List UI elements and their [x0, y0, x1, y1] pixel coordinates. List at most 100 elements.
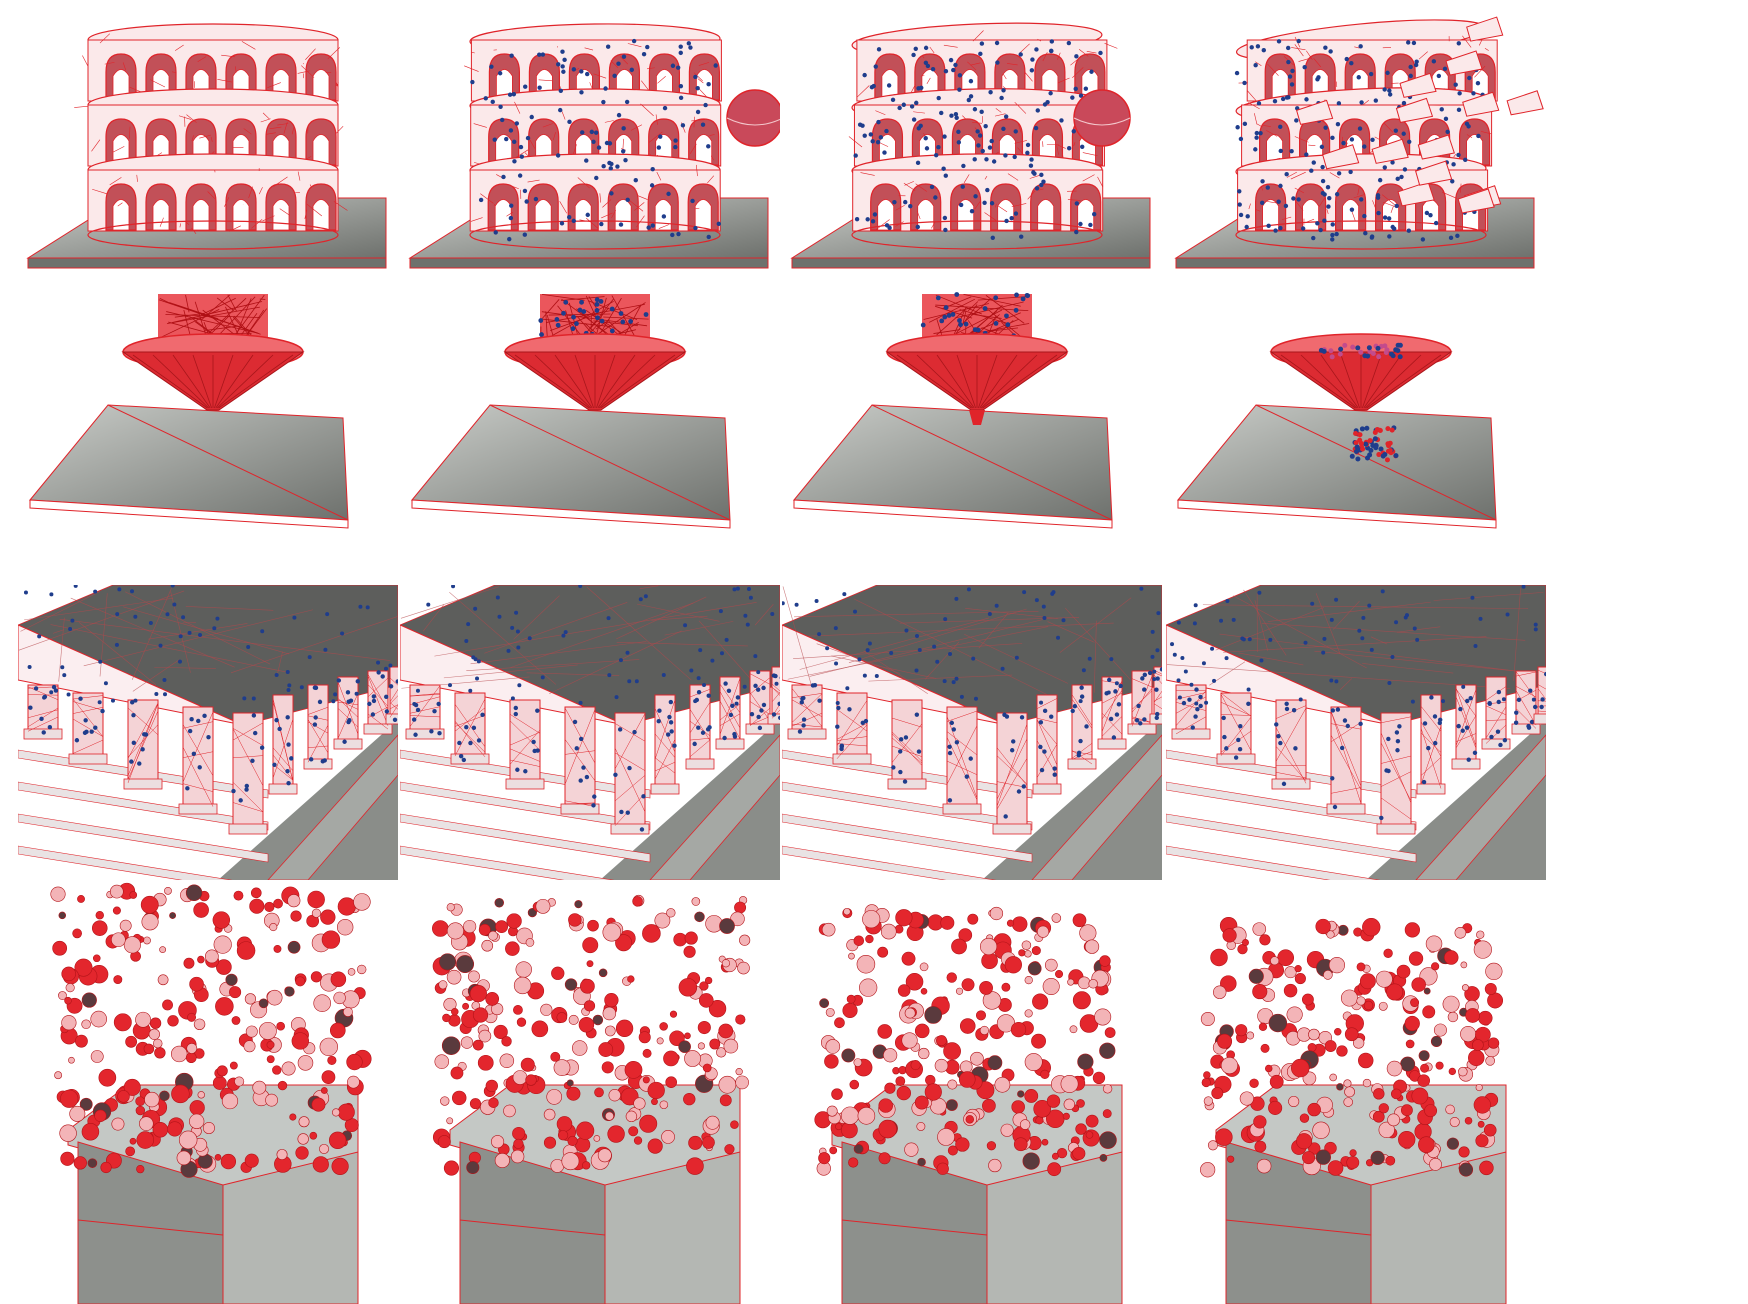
column-mesh-edge: [389, 688, 398, 703]
colosseum-arch-opening: [877, 199, 895, 231]
debris-particle: [895, 909, 913, 927]
debris-particle: [220, 1153, 237, 1170]
funnel-debris-particle: [1397, 354, 1403, 360]
constraint-marker: [1276, 199, 1281, 204]
constraint-marker: [977, 133, 983, 138]
mesh-edge: [895, 205, 905, 211]
debris-pile-particle: [1364, 425, 1370, 431]
mesh-edge: [171, 71, 176, 73]
constraint-marker: [710, 658, 715, 663]
debris-particle: [434, 1054, 450, 1069]
column-mesh-edge: [1220, 692, 1252, 717]
debris-particle: [1084, 939, 1100, 954]
constraint-marker: [493, 230, 498, 235]
column-mesh-edge: [1455, 696, 1477, 749]
column-mesh-edge: [1036, 717, 1058, 724]
constraint-marker: [1489, 734, 1494, 740]
mesh-edge: [962, 115, 967, 120]
debris-particle: [580, 978, 595, 994]
constraint-marker: [673, 144, 678, 150]
constraint-marker: [286, 780, 291, 786]
column-mesh-edge: [232, 782, 264, 813]
constraint-marker: [882, 150, 887, 155]
constraint-marker: [801, 723, 806, 728]
constraint-marker: [1246, 687, 1251, 692]
constraint-marker: [1039, 182, 1044, 188]
constraint-marker: [702, 683, 707, 688]
mesh-edge: [994, 203, 997, 208]
constraint-marker: [1225, 598, 1230, 603]
constraint-marker: [1190, 725, 1195, 730]
debris-particle: [604, 1025, 616, 1037]
column-mesh-edge: [232, 722, 264, 741]
column-mesh-edge: [1515, 708, 1537, 729]
column-mesh-edge: [1153, 703, 1162, 710]
constraint-marker: [649, 183, 655, 188]
constraint-marker: [162, 678, 167, 683]
constraint-marker: [1025, 142, 1031, 148]
column-mesh-edge: [1153, 696, 1162, 702]
constraint-marker: [1540, 697, 1545, 702]
constraint-marker: [695, 85, 700, 91]
debris-pile-particle: [1357, 432, 1363, 438]
debris-particle: [1418, 1050, 1430, 1062]
constraint-marker: [753, 654, 758, 659]
constraint-marker: [770, 611, 775, 616]
constraint-marker: [1183, 669, 1188, 674]
debris-particle: [1396, 964, 1411, 979]
mesh-edge: [235, 66, 237, 73]
roof-mesh-edge: [1315, 593, 1341, 654]
debris-particle: [451, 1008, 459, 1016]
debris-particle: [1307, 1102, 1321, 1117]
mesh-edge: [1294, 44, 1304, 57]
debris-particle: [982, 1098, 996, 1113]
constraint-marker: [609, 306, 615, 312]
roof-mesh-edge: [1223, 636, 1487, 653]
constraint-marker: [508, 128, 514, 133]
constraint-marker: [354, 691, 359, 696]
mesh-edge: [269, 126, 282, 130]
constraint-marker: [675, 65, 681, 70]
constraint-marker: [1330, 222, 1335, 227]
constraint-marker: [993, 295, 999, 301]
debris-particle: [1060, 1074, 1079, 1093]
roof-mesh-edge: [422, 604, 445, 632]
constraint-marker: [1083, 86, 1089, 91]
funnel-mesh-edge: [215, 354, 254, 409]
mesh-edge: [693, 72, 703, 82]
mesh-edge: [630, 124, 643, 131]
mesh-edge: [709, 134, 715, 136]
constraint-marker: [376, 670, 381, 675]
constraint-marker: [507, 92, 513, 97]
constraint-marker: [196, 718, 201, 724]
constraint-marker: [1320, 164, 1325, 170]
constraint-marker: [1323, 45, 1328, 50]
debris-particle: [959, 1060, 973, 1074]
constraint-marker: [292, 615, 297, 620]
debris-particle: [936, 1035, 947, 1047]
constraint-marker: [678, 83, 684, 89]
constraint-marker: [1404, 613, 1409, 618]
colosseum-frame-2: [400, 0, 780, 540]
debris-particle: [1301, 993, 1314, 1006]
column-mesh-edge: [1036, 743, 1058, 778]
roof-mesh-edge: [58, 617, 65, 682]
constraint-marker: [1152, 669, 1157, 674]
debris-particle: [834, 1017, 845, 1029]
debris-particle: [1336, 1083, 1344, 1091]
mesh-edge: [191, 227, 197, 234]
funnel-mesh-edge: [1320, 354, 1359, 409]
constraint-marker: [1390, 654, 1395, 659]
mesh-edge: [112, 146, 125, 153]
constraint-marker: [307, 655, 312, 660]
constraint-marker: [604, 140, 610, 146]
debris-particle: [446, 1117, 454, 1125]
debris-pile-particle: [1354, 444, 1360, 450]
constraint-marker: [904, 628, 909, 633]
constraint-marker: [869, 84, 875, 90]
constraint-marker: [817, 632, 822, 637]
constraint-marker: [976, 143, 981, 148]
constraint-marker: [1254, 135, 1259, 140]
constraint-marker: [639, 827, 645, 832]
debris-particle: [688, 1135, 703, 1150]
